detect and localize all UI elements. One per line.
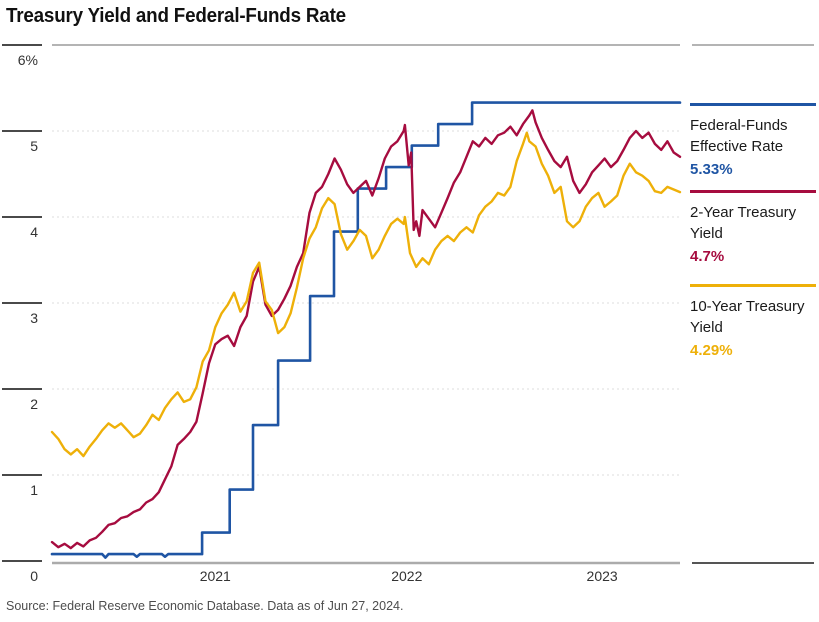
y-tick-label: 0 bbox=[30, 568, 38, 584]
legend-value: 5.33% bbox=[690, 161, 733, 178]
legend-label: Effective Rate bbox=[690, 138, 784, 155]
y-tick-label: 3 bbox=[30, 310, 38, 326]
x-tick-label: 2023 bbox=[586, 568, 618, 584]
legend-label: Yield bbox=[690, 319, 723, 336]
y-tick-label: 6% bbox=[17, 52, 38, 68]
2-year-treasury-yield-line bbox=[50, 109, 682, 550]
legend-label: 10-Year Treasury bbox=[690, 298, 805, 315]
federal-funds-effective-rate-line bbox=[50, 101, 682, 559]
chart-title: Treasury Yield and Federal-Funds Rate bbox=[6, 5, 346, 27]
source-note: Source: Federal Reserve Economic Databas… bbox=[6, 599, 404, 613]
y-tick-label: 1 bbox=[30, 482, 38, 498]
legend-item-2yr-treasury: 2-Year Treasury Yield 4.7% bbox=[690, 190, 816, 267]
y-tick-label: 5 bbox=[30, 138, 38, 154]
legend-label: 2-Year Treasury bbox=[690, 204, 797, 221]
x-tick-label: 2021 bbox=[199, 568, 231, 584]
legend-item-fed-funds: Federal-Funds Effective Rate 5.33% bbox=[690, 103, 816, 180]
x-tick-label: 2022 bbox=[391, 568, 423, 584]
y-tick-label: 2 bbox=[30, 396, 38, 412]
legend-item-10yr-treasury: 10-Year Treasury Yield 4.29% bbox=[690, 284, 816, 361]
legend-label: Yield bbox=[690, 225, 723, 242]
legend-label: Federal-Funds bbox=[690, 117, 788, 134]
legend-value: 4.29% bbox=[690, 342, 733, 359]
y-tick-label: 4 bbox=[30, 224, 38, 240]
10-year-treasury-yield-line bbox=[50, 131, 682, 458]
legend-value: 4.7% bbox=[690, 248, 725, 265]
